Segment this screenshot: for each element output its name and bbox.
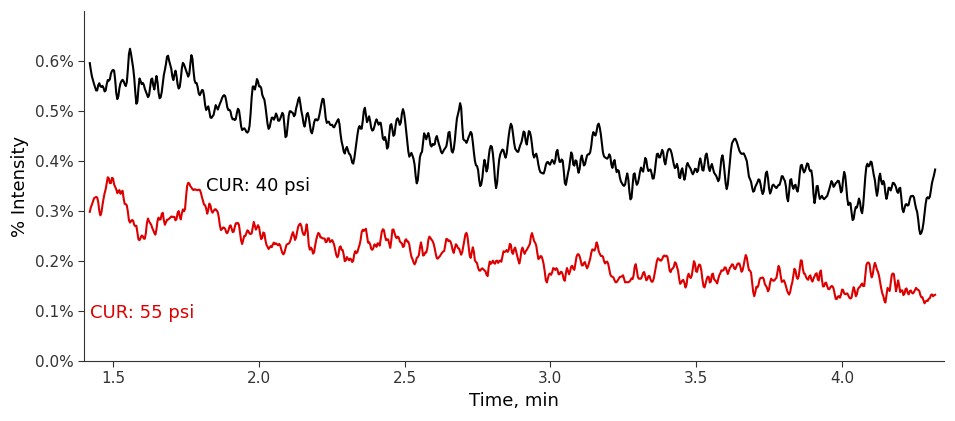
Y-axis label: % Intensity: % Intensity — [11, 136, 29, 237]
Text: CUR: 55 psi: CUR: 55 psi — [90, 304, 194, 322]
Text: CUR: 40 psi: CUR: 40 psi — [206, 177, 310, 195]
X-axis label: Time, min: Time, min — [469, 392, 559, 410]
